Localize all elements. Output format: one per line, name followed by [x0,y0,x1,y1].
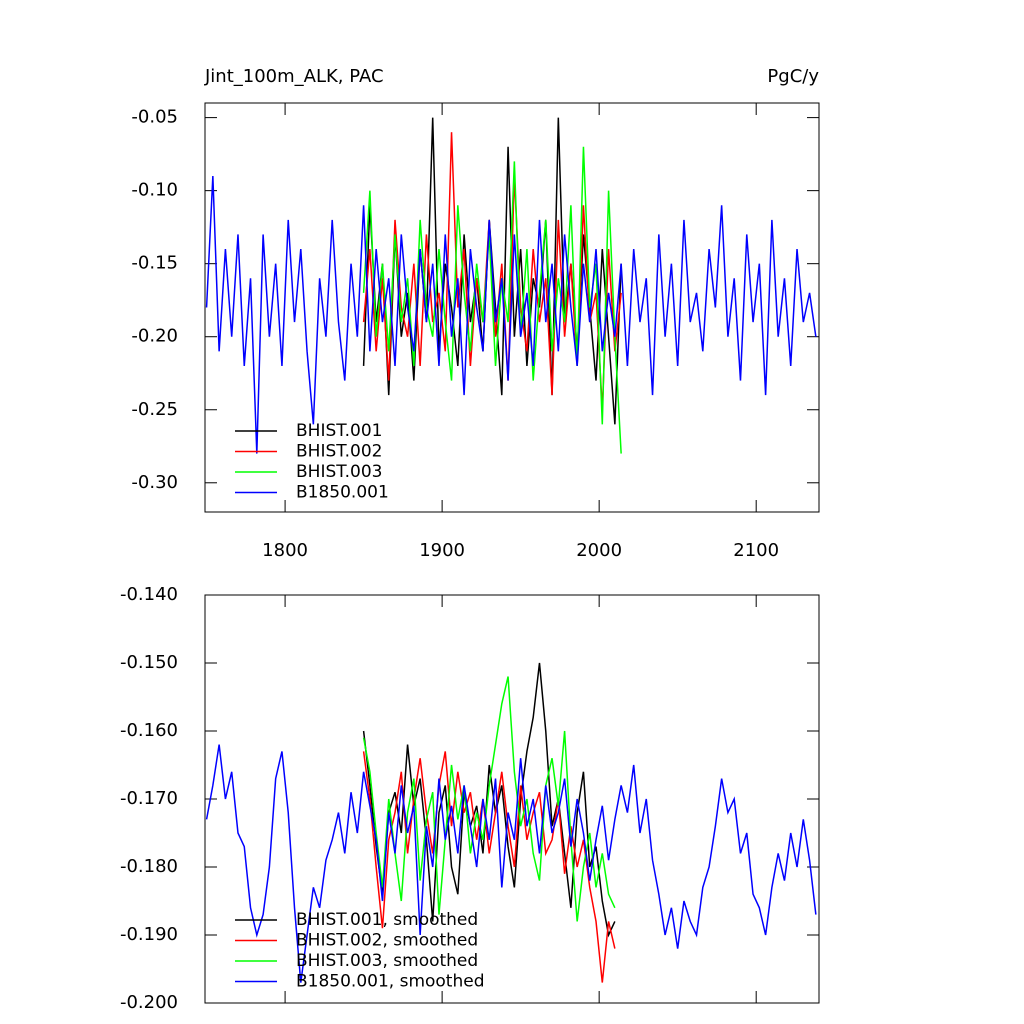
plot-frame [204,102,820,513]
legend-label: B1850.001, smoothed [296,972,485,992]
legend-label: BHIST.003 [296,462,382,482]
y-tick-label: -0.15 [131,253,178,274]
y-tick-label: -0.160 [120,720,178,741]
series-line [362,676,616,922]
series-line [362,751,616,983]
panel: Jint_100m_ALK, PAC PgC/y -0.05 -0.10 -0.15 -0… [131,66,820,561]
x-tick-label: 1800 [262,540,308,561]
y-tick-label: -0.140 [120,584,178,605]
y-tick-label: -0.180 [120,856,178,877]
panel: -0.140 -0.150 -0.160 -0.170 -0.180 -0.190 -0.2… [120,584,820,1013]
y-tick-label: -0.20 [131,326,178,347]
y-tick-label: -0.200 [120,992,178,1013]
chart-title: Jint_100m_ALK, PAC [204,66,384,87]
legend-label: BHIST.001 [296,421,382,441]
series-line [205,744,817,983]
x-tick-label: 2100 [733,540,779,561]
y-tick-label: -0.25 [131,399,178,420]
legend-label: B1850.001 [296,483,389,503]
legend-label: BHIST.001, smoothed [296,910,478,930]
series-line [362,146,622,454]
y-tick-label: -0.10 [131,180,178,201]
y-tick-label: -0.30 [131,472,178,493]
y-tick-label: -0.170 [120,788,178,809]
series-line [205,176,817,454]
legend-label: BHIST.002, smoothed [296,931,478,951]
plot-frame [204,594,820,1004]
y-tick-label: -0.190 [120,924,178,945]
y-tick-label: -0.150 [120,652,178,673]
y-tick-label: -0.05 [131,107,178,128]
units-label: PgC/y [767,66,819,87]
legend-label: BHIST.003, smoothed [296,951,478,971]
legend-label: BHIST.002 [296,442,382,462]
x-tick-label: 2000 [576,540,622,561]
x-tick-label: 1900 [419,540,465,561]
